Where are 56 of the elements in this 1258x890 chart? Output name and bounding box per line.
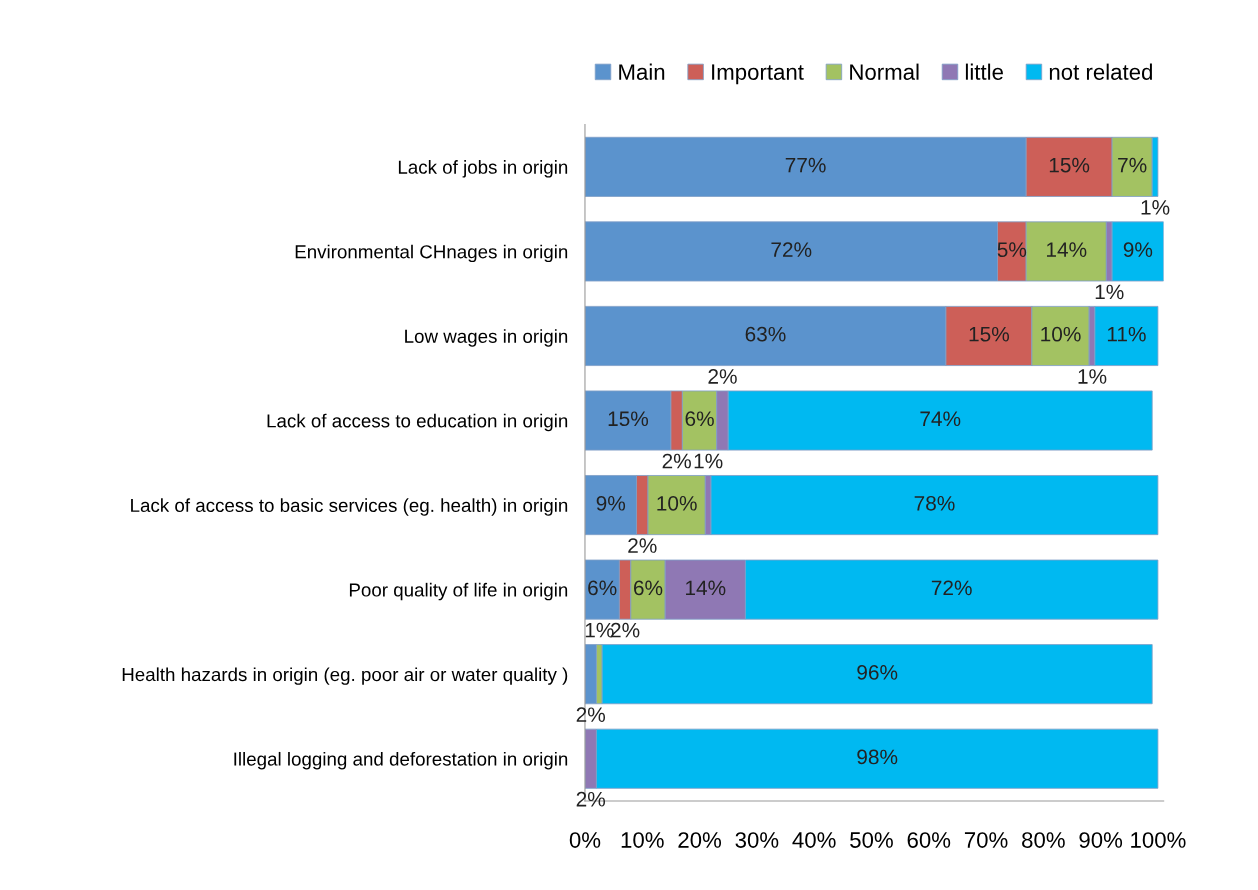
legend-label: Main [619, 63, 665, 80]
data-label: 14% [686, 580, 726, 596]
x-tick-label: 80% [1022, 832, 1065, 848]
data-label: 98% [857, 749, 898, 765]
legend-label: little [965, 63, 1003, 80]
x-tick-label: 60% [907, 832, 951, 848]
x-tick-label: 40% [792, 832, 836, 848]
data-label: 2% [576, 707, 606, 722]
data-label: 10% [1041, 326, 1081, 342]
data-label: 1% [1095, 284, 1124, 300]
y-tick-label: Low wages in origin [405, 329, 568, 347]
data-label: 5% [997, 242, 1027, 258]
x-tick-label: 30% [735, 832, 779, 848]
data-label: 6% [588, 580, 617, 596]
y-tick-label: Lack of access to basic services (eg. health) in origin [131, 498, 568, 516]
y-tick-label: Poor quality of life in origin [349, 582, 568, 601]
data-label: 2% [628, 538, 657, 553]
data-label: 6% [685, 411, 714, 427]
data-label: 11% [1107, 326, 1146, 342]
data-label: 74% [920, 411, 961, 427]
data-label: 2% [576, 791, 606, 807]
legend-label: not related [1049, 63, 1152, 80]
data-label: 10% [657, 495, 697, 511]
x-tick-label: 20% [678, 832, 722, 848]
legend-label: Normal [850, 63, 919, 80]
y-tick-label: Health hazards in origin (eg. poor air or water quality ) [122, 667, 568, 685]
data-label: 72% [931, 580, 972, 596]
data-label: 6% [634, 580, 663, 596]
x-tick-label: 0% [569, 832, 601, 848]
data-label: 1% [694, 453, 723, 469]
data-label: 78% [914, 495, 955, 511]
data-label: 7% [1118, 157, 1147, 173]
data-label: 63% [745, 326, 786, 342]
data-label: 2% [662, 453, 691, 469]
data-label: 1% [1078, 369, 1107, 384]
data-label: 2% [708, 369, 737, 384]
y-tick-label: Environmental CHnages in origin [295, 244, 568, 263]
data-label: 9% [1123, 242, 1153, 258]
x-tick-label: 90% [1079, 832, 1123, 848]
x-tick-label: 70% [964, 832, 1008, 848]
x-tick-label: 100% [1131, 832, 1186, 848]
data-label: 1% [1141, 200, 1170, 215]
data-label: 15% [969, 326, 1010, 342]
data-label: 9% [596, 495, 626, 511]
data-label: 72% [771, 242, 812, 257]
data-label: 14% [1046, 242, 1087, 257]
y-tick-label: Lack of jobs in origin [398, 160, 568, 178]
x-tick-label: 50% [850, 832, 893, 848]
data-label: 15% [608, 411, 649, 427]
data-label: 96% [857, 665, 898, 680]
legend-label: Important [712, 64, 804, 85]
x-tick-label: 10% [621, 832, 664, 848]
data-label: 15% [1049, 157, 1090, 173]
data-label: 77% [785, 157, 826, 173]
y-tick-label: Illegal logging and deforestation in origin [234, 751, 568, 770]
y-tick-label: Lack of access to education in origin [267, 413, 568, 432]
